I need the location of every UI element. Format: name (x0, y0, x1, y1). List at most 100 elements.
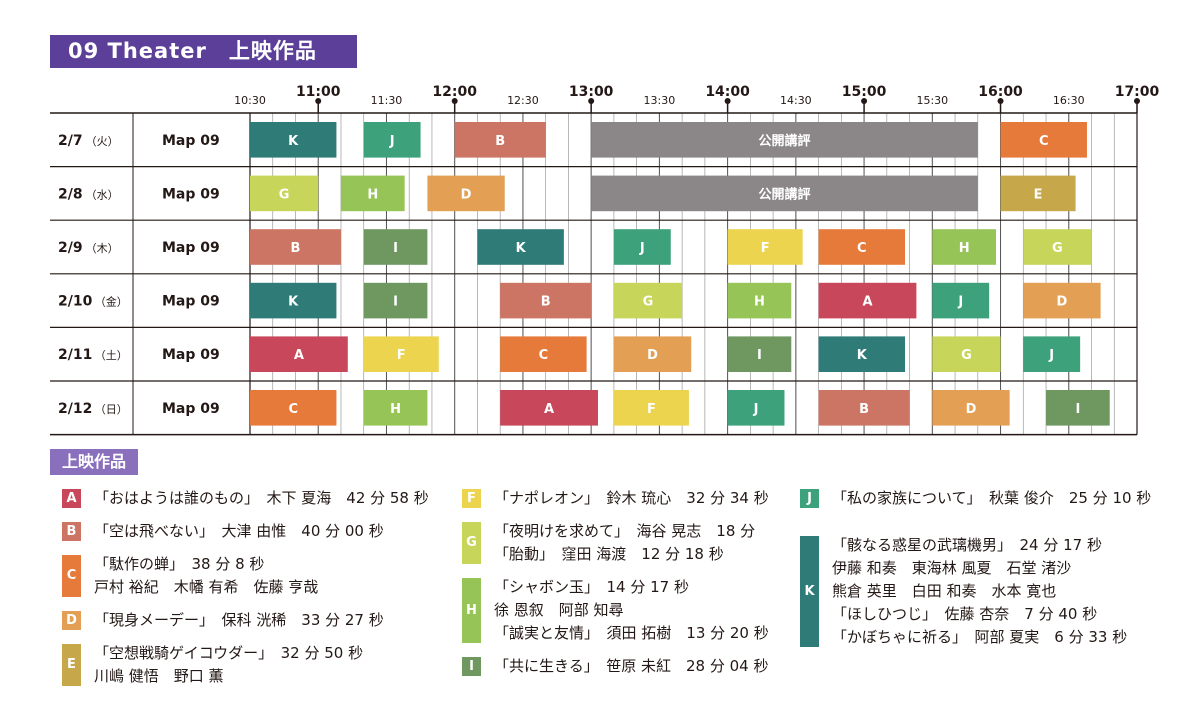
screening-block-label: C (539, 348, 549, 363)
screening-block-label: D (647, 348, 658, 363)
legend-line: 「胎動」 窪田 海渡 12 分 18 秒 (494, 545, 724, 563)
row-date: 2/12 (58, 401, 92, 417)
legend-column-3: J 「私の家族について」 秋葉 俊介 25 分 10 秒 K 「骸なる惑星の武璃機男」… (790, 487, 1190, 659)
screening-block (613, 336, 692, 372)
legend-code-chip: B (62, 522, 81, 541)
screening-block-label: K (288, 134, 299, 149)
time-tick-label: 11:00 (296, 84, 341, 100)
legend-code-chip: A (62, 489, 81, 508)
screening-block (454, 122, 546, 158)
row-weekday: （金） (95, 295, 128, 309)
screening-block (818, 282, 917, 319)
legend-entry-K: K 「骸なる惑星の武璃機男」 24 分 17 秒伊藤 和奏 東海林 風夏 石堂 渚… (790, 534, 1190, 649)
screening-block-label: F (647, 402, 656, 417)
legend-line: 「私の家族について」 秋葉 俊介 25 分 10 秒 (832, 489, 1152, 507)
screening-block (613, 390, 689, 426)
time-tick-label: 16:00 (978, 84, 1023, 100)
tick-dot (1134, 98, 1140, 104)
row-venue: Map 09 (162, 294, 220, 310)
row-venue: Map 09 (162, 133, 220, 149)
screening-block-label: J (639, 241, 645, 256)
legend-line: 川嶋 健悟 野口 薫 (94, 667, 224, 685)
screening-block (250, 390, 337, 426)
screening-block-label: D (1057, 295, 1068, 310)
screening-block (500, 336, 587, 372)
screening-block (932, 390, 1010, 426)
legend-entry-C: C 「駄作の蝉」 38 分 8 秒戸村 裕紀 木幡 有希 佐藤 亨哉 (52, 553, 452, 599)
screening-block (932, 282, 990, 319)
screening-block (591, 122, 978, 158)
screening-block (727, 390, 785, 426)
screening-block-label: B (495, 134, 505, 149)
legend-entry-B: B 「空は飛べない」 大津 由惟 40 分 00 秒 (52, 520, 452, 543)
screening-block (818, 390, 910, 426)
screening-block (340, 175, 405, 212)
time-tick-label: 13:00 (569, 84, 614, 100)
time-tick-label: 12:30 (507, 94, 539, 107)
screening-block (591, 175, 978, 212)
screening-block-label: I (393, 295, 398, 310)
screening-block-label: D (966, 402, 977, 417)
legend-line: 「おはようは誰のもの」 木下 夏海 42 分 58 秒 (94, 489, 429, 507)
legend-line: 「ほしひつじ」 佐藤 杏奈 7 分 40 秒 (832, 605, 1098, 623)
screening-block-label: H (367, 187, 378, 202)
row-date: 2/9 (58, 240, 83, 256)
legend-entry-I: I 「共に生きる」 笹原 未紅 28 分 04 秒 (452, 655, 792, 678)
legend-code-chip: H (462, 578, 481, 643)
screening-block-label: 公開講評 (758, 133, 810, 149)
legend-entry-A: A 「おはようは誰のもの」 木下 夏海 42 分 58 秒 (52, 487, 452, 510)
screening-block (250, 122, 337, 158)
legend-column-1: A 「おはようは誰のもの」 木下 夏海 42 分 58 秒 B 「空は飛べない」 大津… (52, 487, 452, 698)
legend-entry-F: F 「ナポレオン」 鈴木 琉心 32 分 34 秒 (452, 487, 792, 510)
screening-block-label: A (862, 295, 872, 310)
row-weekday: （木） (86, 242, 119, 255)
time-tick-label: 17:00 (1115, 84, 1160, 100)
legend-line: 「骸なる惑星の武璃機男」 24 分 17 秒 (832, 536, 1102, 554)
screening-block-label: I (757, 348, 762, 363)
screening-block-label: I (1075, 402, 1080, 417)
time-tick-label: 15:00 (842, 84, 887, 100)
tick-dot (315, 98, 322, 104)
screening-block (1000, 122, 1087, 158)
row-date: 2/8 (58, 186, 83, 202)
screening-block-label: C (1039, 134, 1049, 149)
screening-block-label: C (288, 402, 298, 417)
legend-line: 「空は飛べない」 大津 由惟 40 分 00 秒 (94, 522, 384, 540)
legend-line: 「共に生きる」 笹原 未紅 28 分 04 秒 (494, 657, 769, 675)
screening-block (932, 229, 996, 265)
screening-block (1023, 336, 1081, 372)
screening-block (477, 229, 564, 265)
time-tick-label: 14:30 (780, 94, 812, 107)
legend-line: 伊藤 和奏 東海林 風夏 石堂 渚沙 (832, 559, 1072, 577)
time-tick-label: 11:30 (371, 94, 403, 107)
screening-block-label: H (754, 295, 765, 310)
legend-line: 徐 恩叙 阿部 知尋 (494, 601, 624, 619)
screening-block (250, 229, 341, 265)
schedule-grid: 10:30 11:00 11:30 12:00 12:30 13:00 13:30 14:00… (50, 84, 1160, 436)
legend-line: 「ナポレオン」 鈴木 琉心 32 分 34 秒 (494, 489, 769, 507)
screening-block-label: H (959, 241, 970, 256)
screening-block-label: C (857, 241, 867, 256)
legend-code-chip: D (62, 611, 81, 630)
screening-block (363, 336, 439, 372)
legend-code-chip: C (62, 555, 81, 597)
screening-block-label: A (294, 348, 304, 363)
screening-block-label: I (393, 241, 398, 256)
tick-dot (997, 98, 1004, 104)
screening-block (727, 282, 792, 319)
screening-block (500, 282, 592, 319)
time-tick-label: 10:30 (234, 94, 266, 107)
legend-line: 「誠実と友情」 須田 拓樹 13 分 20 秒 (494, 624, 769, 642)
screening-block-label: J (957, 295, 963, 310)
row-date: 2/7 (58, 133, 83, 149)
time-tick-label: 14:00 (705, 84, 750, 100)
screening-block-label: J (753, 402, 759, 417)
tick-dot (861, 98, 868, 104)
tick-dot (451, 98, 458, 104)
screening-block-label: J (1048, 348, 1054, 363)
screening-block (613, 282, 683, 319)
legend-code-chip: F (462, 489, 481, 508)
page-title: 09 Theater 上映作品 (50, 35, 357, 68)
screening-block (932, 336, 1001, 372)
screening-block-label: F (397, 348, 406, 363)
